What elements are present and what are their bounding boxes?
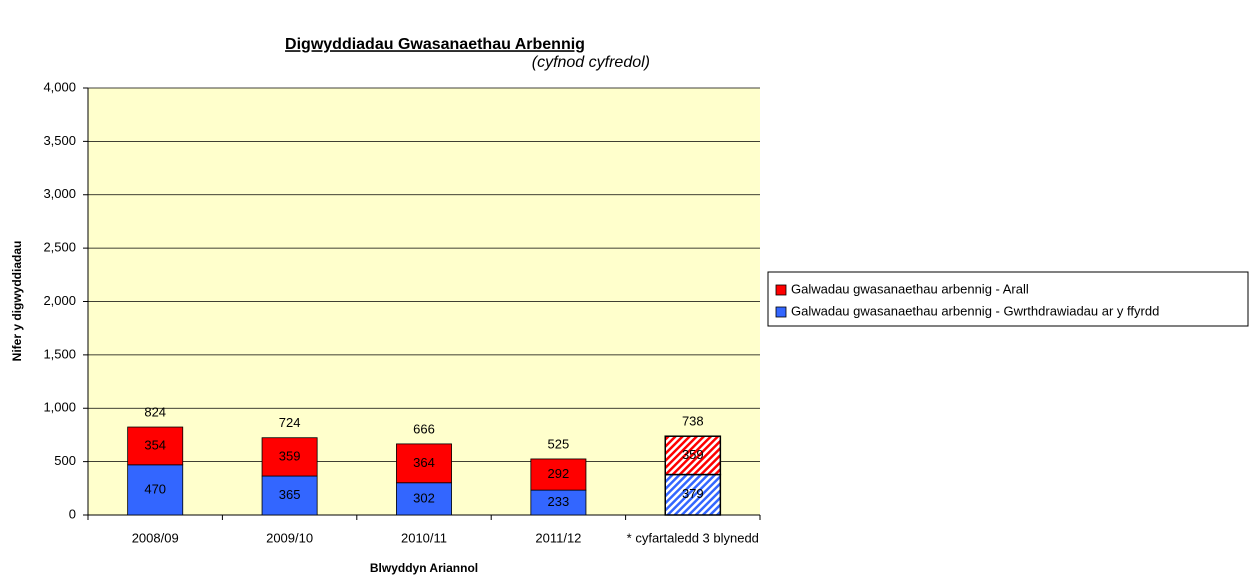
chart-title: Digwyddiadau Gwasanaethau Arbennig [285,36,585,53]
x-tick-label: 2011/12 [535,530,581,545]
legend-label: Galwadau gwasanaethau arbennig - Arall [791,281,1029,296]
total-label: 724 [279,415,301,430]
total-label: 666 [413,421,435,436]
y-tick-label: 500 [54,453,76,468]
x-tick-label: 2009/10 [266,530,313,545]
value-label: 292 [548,466,570,481]
value-label: 354 [144,437,166,452]
x-tick-label: 2010/11 [401,530,447,545]
value-label: 365 [279,487,301,502]
total-label: 738 [682,414,704,429]
y-tick-label: 2,500 [43,240,76,255]
bar-segment [664,435,722,476]
value-label: 364 [413,455,435,470]
bar-segment [664,473,722,516]
total-label: 525 [548,436,570,451]
legend-label: Galwadau gwasanaethau arbennig - Gwrthdr… [791,303,1159,318]
y-tick-label: 1,000 [43,400,76,415]
bar-segment [261,437,318,477]
y-tick-label: 4,000 [43,79,76,94]
value-label: 359 [279,448,301,463]
chart-subtitle: (cyfnod cyfredol) [532,54,650,71]
y-tick-label: 3,500 [43,133,76,148]
x-axis-title: Blwyddyn Ariannol [370,561,478,575]
bar-segment [530,458,587,491]
bar-segment [396,443,452,484]
bar-segment [396,482,452,516]
y-tick-label: 1,500 [43,346,76,361]
value-label: 379 [682,486,704,501]
y-tick-label: 0 [69,506,76,521]
value-label: 470 [144,481,166,496]
legend [767,271,1249,327]
total-label: 824 [144,404,166,419]
value-label: 359 [682,447,704,462]
legend-swatch [775,306,787,318]
y-tick-label: 3,000 [43,186,76,201]
x-tick-label: 2008/09 [132,530,179,545]
bar-segment [127,464,184,516]
legend-swatch [775,284,787,296]
bar-segment [127,426,184,466]
y-tick-label: 2,000 [43,293,76,308]
x-tick-label: * cyfartaledd 3 blynedd [627,530,759,545]
value-label: 233 [548,494,570,509]
value-label: 302 [413,490,435,505]
y-axis-title: Nifer y digwyddiadau [10,241,24,362]
